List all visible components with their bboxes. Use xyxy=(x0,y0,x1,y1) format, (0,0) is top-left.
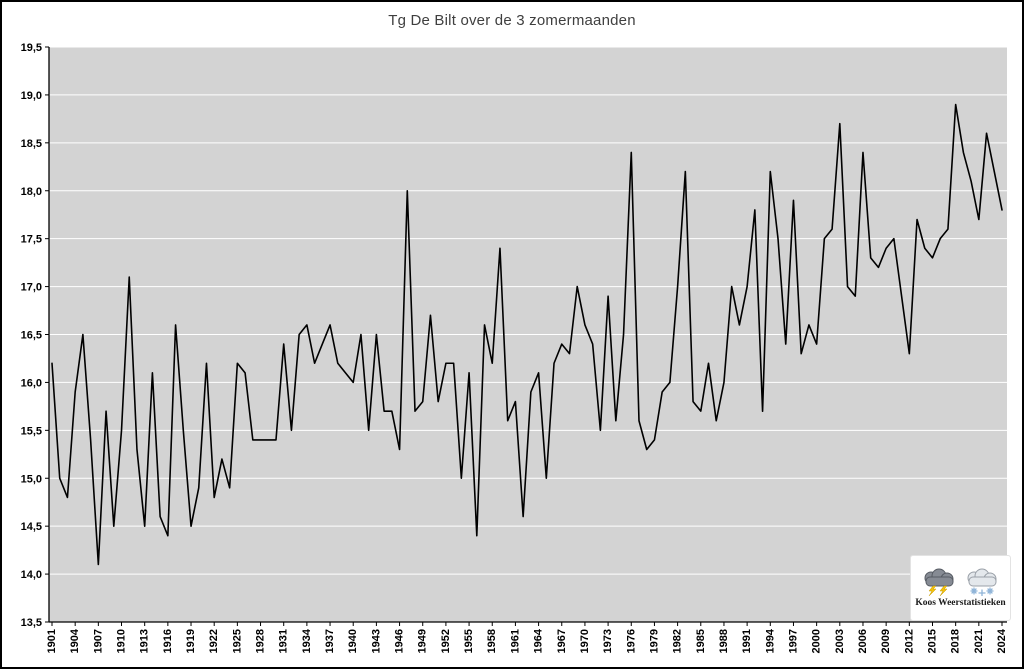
logo-box: Koos Weerstatistieken xyxy=(910,555,1011,621)
x-tick-label: 1946 xyxy=(394,629,406,653)
x-tick-label: 1985 xyxy=(695,629,707,653)
x-tick-label: 2021 xyxy=(973,629,985,653)
x-tick-label: 2003 xyxy=(834,629,846,653)
x-tick-label: 1919 xyxy=(185,629,197,653)
x-tick-label: 1952 xyxy=(440,629,452,653)
x-tick-label: 1997 xyxy=(787,629,799,653)
x-tick-label: 1994 xyxy=(764,628,776,653)
x-tick-label: 1925 xyxy=(231,629,243,653)
x-tick-label: 1943 xyxy=(370,629,382,653)
x-tick-label: 1916 xyxy=(162,629,174,653)
y-tick-label: 14,5 xyxy=(21,521,42,533)
y-tick-label: 19,5 xyxy=(21,42,42,54)
y-tick-label: 13,5 xyxy=(21,617,42,629)
y-tick-label: 16,0 xyxy=(21,377,42,389)
x-tick-label: 1967 xyxy=(556,629,568,653)
x-tick-label: 2015 xyxy=(926,629,938,653)
temperature-series xyxy=(51,103,1003,566)
x-tick-label: 1991 xyxy=(741,629,753,653)
logo-clouds xyxy=(919,568,1002,596)
x-tick-label: 1964 xyxy=(533,628,545,653)
x-tick-label: 1937 xyxy=(324,629,336,653)
chart-title: Tg De Bilt over de 3 zomermaanden xyxy=(388,12,636,29)
x-tick-label: 1901 xyxy=(46,629,58,653)
x-tick-label: 1922 xyxy=(208,629,220,653)
x-tick-label: 2006 xyxy=(857,629,869,653)
x-tick-label: 1910 xyxy=(116,629,128,653)
y-tick-label: 18,0 xyxy=(21,186,42,198)
x-tick-label: 1904 xyxy=(69,628,81,653)
x-tick-label: 1928 xyxy=(255,629,267,653)
x-tick-label: 1949 xyxy=(417,629,429,653)
y-tick-label: 14,0 xyxy=(21,569,42,581)
y-tick-label: 15,5 xyxy=(21,425,42,437)
y-tick-label: 16,5 xyxy=(21,330,42,342)
x-tick-label: 1988 xyxy=(718,629,730,653)
storm-cloud-icon xyxy=(924,568,954,596)
x-tick-label: 1955 xyxy=(463,629,475,653)
x-tick-label: 1940 xyxy=(347,629,359,653)
x-tick-label: 2009 xyxy=(880,629,892,653)
y-tick-label: 17,5 xyxy=(21,234,42,246)
y-tick-label: 17,0 xyxy=(21,282,42,294)
x-tick-label: 1970 xyxy=(579,629,591,653)
x-tick-label: 1976 xyxy=(625,629,637,653)
x-tick-label: 1907 xyxy=(92,629,104,653)
x-tick-label: 2018 xyxy=(950,629,962,653)
x-tick-label: 1934 xyxy=(301,628,313,653)
x-tick-label: 1913 xyxy=(139,629,151,653)
x-tick-label: 2024 xyxy=(996,628,1008,653)
x-tick-label: 2012 xyxy=(903,629,915,653)
x-tick-label: 2000 xyxy=(811,629,823,653)
x-tick-label: 1961 xyxy=(509,629,521,653)
x-tick-label: 1973 xyxy=(602,629,614,653)
y-tick-label: 15,0 xyxy=(21,473,42,485)
x-tick-label: 1982 xyxy=(672,629,684,653)
snow-cloud-icon xyxy=(967,568,997,596)
logo-text: Koos Weerstatistieken xyxy=(915,598,1006,608)
x-tick-label: 1979 xyxy=(648,629,660,653)
x-tick-label: 1931 xyxy=(278,629,290,653)
x-tick-label: 1958 xyxy=(486,629,498,653)
y-tick-label: 18,5 xyxy=(21,138,42,150)
y-tick-label: 19,0 xyxy=(21,90,42,102)
